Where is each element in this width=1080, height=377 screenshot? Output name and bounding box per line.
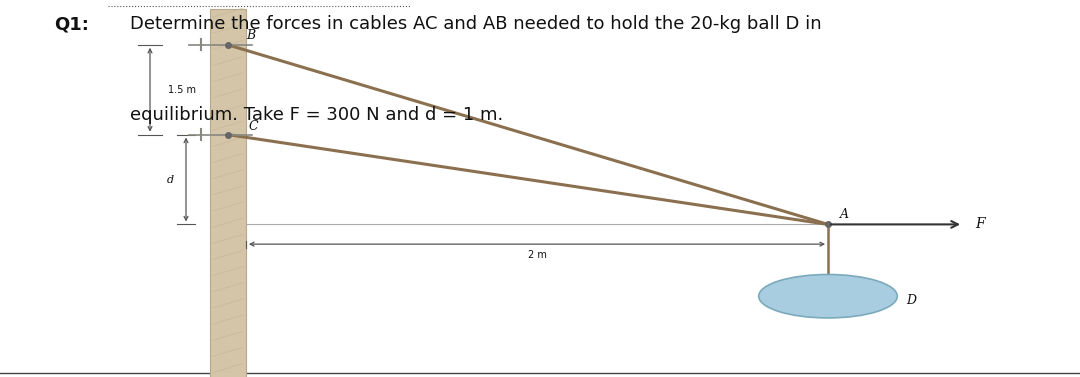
Text: equilibrium. Take F = 300 N and d = 1 m.: equilibrium. Take F = 300 N and d = 1 m. (130, 106, 503, 124)
Text: B: B (246, 29, 255, 42)
Text: 1.5 m: 1.5 m (168, 85, 195, 95)
Text: Determine the forces in cables AC and AB needed to hold the 20-kg ball D in: Determine the forces in cables AC and AB… (130, 15, 821, 33)
Polygon shape (210, 9, 246, 377)
Ellipse shape (759, 274, 897, 318)
Text: F: F (975, 218, 985, 231)
Text: A: A (840, 208, 849, 221)
Text: 2 m: 2 m (527, 250, 546, 261)
Text: D: D (906, 294, 916, 307)
Text: d: d (167, 175, 174, 184)
Text: Q1:: Q1: (54, 15, 89, 33)
Text: C: C (249, 120, 258, 133)
